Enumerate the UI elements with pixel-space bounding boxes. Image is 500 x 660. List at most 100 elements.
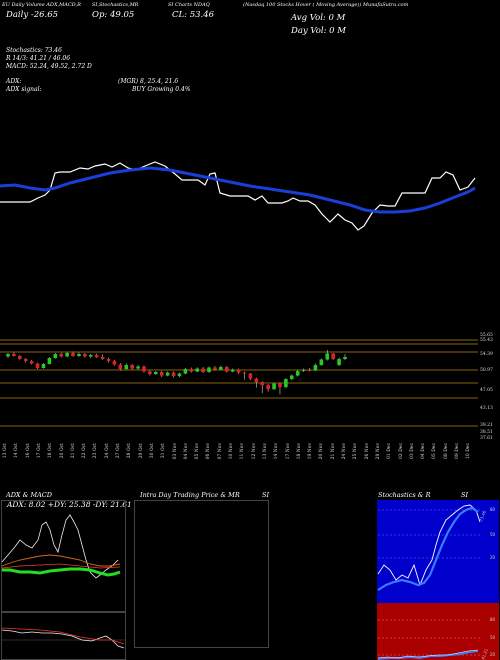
candle-body [331,353,335,359]
candle-body [242,372,247,374]
stoch-panel-si: SI [461,491,469,499]
rsi-level-label: 20 [490,652,496,657]
candle-body [284,379,288,388]
stoch-panel-title: Stochastics & R [378,491,431,499]
candle-body [154,372,158,375]
price-level-label: 54.39 [480,352,493,357]
candle-body [71,352,75,356]
candle-body [295,371,300,376]
candle-body [195,368,199,372]
candle-body [136,366,140,369]
stoch-level-label: 50 [490,532,496,537]
candle-body [65,352,69,357]
candle-body [201,368,205,373]
price-chart [0,161,478,427]
candle-body [77,353,81,356]
candle-body [142,366,146,372]
candle-body [83,353,87,357]
candle-body [100,356,105,359]
candle-body [12,353,16,356]
candle-body [29,361,34,364]
header-title: EU Daily Volume ADX,MACD,R [2,2,81,8]
candle-body [18,355,22,359]
candle-body [88,354,93,357]
candle-body [325,353,330,360]
candle-body [224,367,229,372]
candle-body [35,363,40,369]
candle-body [337,358,341,366]
stoch-level-label: 20 [490,555,496,560]
macd-signal-line [1,627,125,645]
price-line [0,161,476,231]
adx-panel [1,500,126,612]
candle-body [177,373,182,377]
adx-signal-label: ADX signal: [6,86,42,93]
price-level-label: 39.21 [480,423,493,428]
intraday-panel-si: SI [262,491,270,499]
stoch-level-label: 80 [490,507,496,512]
open-price: Op: 49.05 [92,10,135,20]
adx-panel-readout: ADX: 8.02 +DY: 25.38 -DY: 21.61 [7,500,132,509]
candle-body [41,364,46,369]
adx-values: (MGR) 8, 25.4, 21.6 [118,78,179,85]
rsi-panel [377,603,499,660]
buy-signal: BUY Growing 0.4% [132,86,191,93]
candle-body [183,369,188,374]
price-level-label: 37.61 [480,436,493,441]
stoch-k-line [377,504,481,587]
candle-body [171,372,176,377]
candle-body [6,353,10,357]
candle-body [278,383,282,388]
macd-readout: MACD: 52.24, 49.52, 2.72 D [6,63,92,70]
candle-body [301,370,306,372]
price-level-label: 55.65 [480,333,493,338]
candle-body [94,354,99,357]
candle-body [106,358,111,362]
adx-minus-di-line [1,554,121,567]
rsi-readout: R 14/3: 41.21 / 46.06 [6,55,71,62]
price-level-label: 50.97 [480,368,493,373]
candle-body [272,383,276,390]
candle-body [254,378,259,383]
candle-body [213,367,217,370]
macd-line [1,629,125,649]
adx-plus-di-line [1,514,119,579]
candle-body [148,371,152,375]
stoch-d-line [377,506,479,591]
candle-body [189,369,194,372]
candle-body [230,369,235,372]
adx-label: ADX: [6,78,22,85]
header-index-link[interactable]: (Nasdaq 100 Stocks Hover ( Moving Averag… [243,2,409,8]
intraday-panel-title: Intra Day Trading Price & MR [140,491,240,499]
rsi-signal-line [377,649,479,659]
stochastics-readout: Stochastics: 73.46 [6,47,62,54]
candle-body [307,370,312,372]
price-level-label: 55.43 [480,338,493,343]
candle-body [248,373,253,379]
header-symbol: SI Charts NDAQ [168,2,210,8]
candle-body [159,372,164,376]
close-price: CL: 53.46 [172,10,215,20]
candle-body [53,353,58,358]
candle-body [124,365,129,370]
moving-average-line [0,166,476,214]
rsi-level-label: 80 [490,617,496,622]
avg-volume: Avg Vol: 0 M [291,13,346,23]
adx-signal-line [1,563,121,569]
stoch-value-label: 73.46 [478,509,487,522]
rsi-value-label: 41.21 [480,647,489,660]
intraday-panel [134,500,269,648]
candle-body [165,372,170,376]
candle-body [313,365,318,371]
candle-body [260,382,265,386]
candle-body [23,358,28,362]
candle-body [47,357,52,365]
candle-body [130,365,134,369]
candle-body [343,356,347,359]
adx-line [2,567,121,577]
candle-body [266,385,270,390]
candle-body [319,359,324,366]
candle-body [236,369,241,373]
daily-change: Daily -26.65 [6,10,59,20]
